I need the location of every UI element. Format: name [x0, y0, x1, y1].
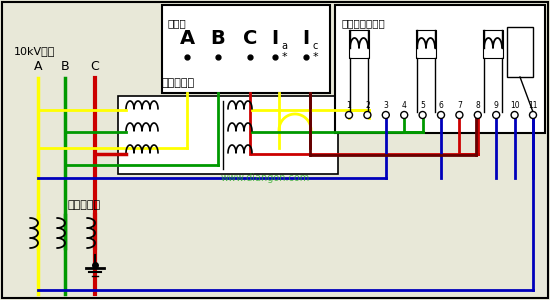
Text: www.diangon.com: www.diangon.com [221, 173, 310, 183]
Text: B: B [60, 60, 69, 73]
Text: 10kV线路: 10kV线路 [14, 46, 56, 56]
Circle shape [401, 112, 408, 118]
Text: C: C [91, 60, 100, 73]
Circle shape [345, 112, 353, 118]
Text: C: C [243, 29, 257, 49]
Circle shape [456, 112, 463, 118]
FancyBboxPatch shape [118, 96, 338, 174]
Text: 3: 3 [383, 100, 388, 109]
Text: *: * [281, 52, 287, 62]
Text: 电流互感器: 电流互感器 [68, 200, 101, 210]
Text: 1: 1 [346, 100, 351, 109]
Text: c: c [312, 41, 318, 51]
FancyBboxPatch shape [2, 2, 548, 298]
Text: 10: 10 [510, 100, 519, 109]
Text: 9: 9 [494, 100, 499, 109]
Text: 4: 4 [402, 100, 406, 109]
Circle shape [474, 112, 481, 118]
Text: 7: 7 [457, 100, 462, 109]
Text: 功率表: 功率表 [168, 18, 187, 28]
FancyBboxPatch shape [335, 5, 545, 133]
Text: a: a [281, 41, 287, 51]
Circle shape [382, 112, 389, 118]
Text: I: I [302, 29, 310, 49]
Circle shape [419, 112, 426, 118]
Text: 8: 8 [475, 100, 480, 109]
Text: *: * [312, 52, 318, 62]
Circle shape [437, 112, 444, 118]
Text: 2: 2 [365, 100, 370, 109]
Text: 三相四线电能表: 三相四线电能表 [341, 18, 385, 28]
Text: 11: 11 [528, 100, 538, 109]
Text: 5: 5 [420, 100, 425, 109]
Circle shape [530, 112, 536, 118]
Text: B: B [211, 29, 226, 49]
Circle shape [493, 112, 500, 118]
Circle shape [511, 112, 518, 118]
Text: 6: 6 [438, 100, 443, 109]
Text: A: A [179, 29, 195, 49]
FancyBboxPatch shape [507, 27, 533, 77]
Circle shape [364, 112, 371, 118]
Text: A: A [34, 60, 42, 73]
Text: I: I [272, 29, 278, 49]
Text: 电压互感器: 电压互感器 [162, 78, 195, 88]
FancyBboxPatch shape [162, 5, 330, 93]
